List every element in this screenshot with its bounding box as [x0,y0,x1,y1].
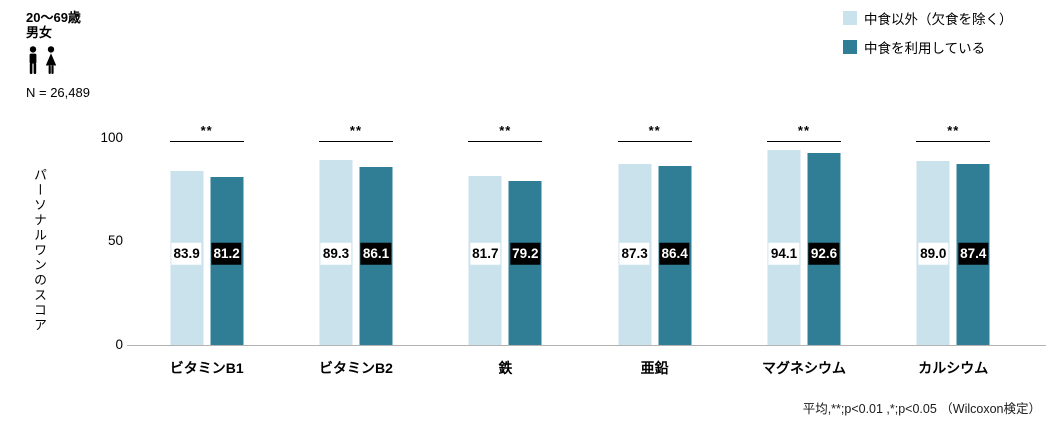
significance-line [318,141,393,142]
legend-swatch-light [843,11,857,25]
category-label: 鉄 [498,360,513,376]
legend-swatch-dark [843,40,857,54]
bar-value-label: 87.3 [619,243,650,265]
category-label: ビタミンB2 [319,360,393,376]
significance-stars: ** [499,123,512,138]
bar-value-label: 86.4 [659,243,690,265]
bar-value-label: 94.1 [768,243,800,265]
significance-stars: ** [200,123,213,138]
bar-value-label: 81.2 [211,243,242,265]
y-tick-50: 50 [107,233,123,248]
bar-group: ** 94.1 92.6 マグネシウム [729,123,878,376]
plot-area: ** 83.9 81.2 ビタミンB1 ** 89.3 86.1 ビタミンB2 ** 81.7 79… [132,123,1028,376]
legend-label-dark: 中食を利用している [864,41,986,56]
y-tick-0: 0 [115,337,123,352]
bar-group: ** 81.7 79.2 鉄 [431,123,580,376]
bar-value-label: 83.9 [171,243,202,265]
bar-group: ** 87.3 86.4 亜鉛 [580,123,729,376]
bar-group: ** 89.0 87.4 カルシウム [879,123,1028,376]
bar-value-label: 92.6 [808,243,840,265]
sample-size: N = 26,489 [26,85,90,100]
category-label: ビタミンB1 [169,360,244,376]
bar-value-label: 89.0 [918,243,949,265]
significance-stars: ** [648,123,661,138]
significance-line [766,141,841,142]
subject-info: 20～69歳 男女 N = 26,489 [26,10,90,100]
bar-value-label: 87.4 [958,243,989,265]
category-label: カルシウム [918,360,989,376]
significance-stars: ** [797,123,811,138]
bar-value-label: 79.2 [510,243,541,265]
footnote: 平均,**;p<0.01 ,*;p<0.05 （Wilcoxon検定） [802,402,1041,416]
gender-label: 男女 [26,25,53,40]
significance-line [468,141,543,142]
significance-stars: ** [947,123,960,138]
legend-item-dark: 中食を利用している [843,37,1013,57]
legend-item-light: 中食以外（欠食を除く） [843,8,1013,28]
significance-line [916,141,991,142]
significance-line [169,141,244,142]
y-axis-label: パーソナルワンのスコア [32,168,47,333]
bar-group: ** 89.3 86.1 ビタミンB2 [281,123,430,376]
significance-stars: ** [349,123,363,138]
category-label: 亜鉛 [640,360,669,376]
significance-line [617,141,692,142]
legend: 中食以外（欠食を除く） 中食を利用している [843,8,1013,66]
age-group-label: 20～69歳 [26,10,81,25]
category-label: マグネシウム [761,360,846,376]
x-axis-line [127,345,1046,346]
bar-value-label: 81.7 [470,243,501,265]
legend-label-light: 中食以外（欠食を除く） [864,12,1013,27]
y-tick-100: 100 [100,130,123,145]
bar-value-label: 86.1 [360,243,392,265]
male-female-icon [26,46,90,81]
bar-value-label: 89.3 [320,243,352,265]
bar-group: ** 83.9 81.2 ビタミンB1 [132,123,281,376]
